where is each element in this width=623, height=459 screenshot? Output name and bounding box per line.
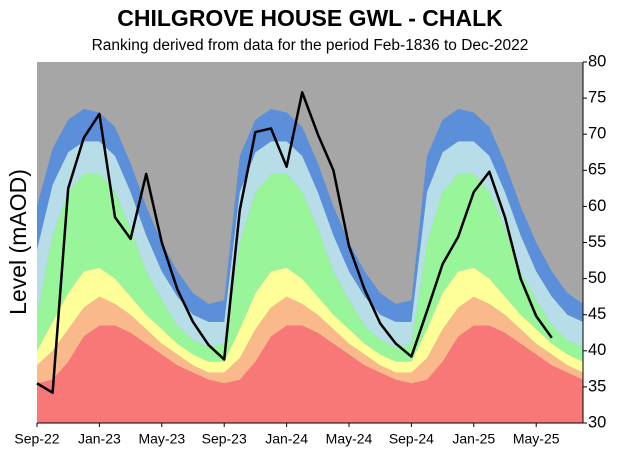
- chart-title: CHILGROVE HOUSE GWL - CHALK: [117, 5, 503, 31]
- band-area: [37, 296, 583, 384]
- x-tick-label: Sep-22: [14, 431, 59, 447]
- band-area: [37, 141, 583, 348]
- y-tick-label: 35: [588, 377, 606, 395]
- level-line: [36, 91, 553, 394]
- band-area: [37, 173, 583, 362]
- y-tick-label: 45: [588, 305, 606, 323]
- x-tick-label: Sep-24: [389, 431, 434, 447]
- x-tick-label: May-24: [326, 431, 373, 447]
- y-tick-label: 30: [588, 413, 606, 431]
- y-tick-label: 75: [588, 88, 606, 106]
- x-tick-label: Jan-24: [265, 431, 308, 447]
- y-tick-label: 40: [588, 341, 606, 359]
- chart-subtitle: Ranking derived from data for the period…: [92, 37, 529, 54]
- y-axis-label: Level (mAOD): [5, 169, 31, 315]
- band-area: [37, 108, 583, 322]
- y-tick-label: 60: [588, 197, 606, 215]
- x-tick-label: May-25: [513, 431, 560, 447]
- y-tick-label: 50: [588, 269, 606, 287]
- y-tick-label: 70: [588, 125, 606, 143]
- x-tick-label: May-23: [138, 431, 185, 447]
- y-tick-label: 65: [588, 161, 606, 179]
- band-area: [37, 267, 583, 373]
- y-tick-label: 55: [588, 233, 606, 251]
- y-tick-label: 80: [588, 52, 606, 70]
- x-tick-label: Jan-25: [452, 431, 495, 447]
- x-tick-label: Sep-23: [202, 431, 247, 447]
- band-area: [37, 325, 583, 423]
- x-tick-label: Jan-23: [78, 431, 121, 447]
